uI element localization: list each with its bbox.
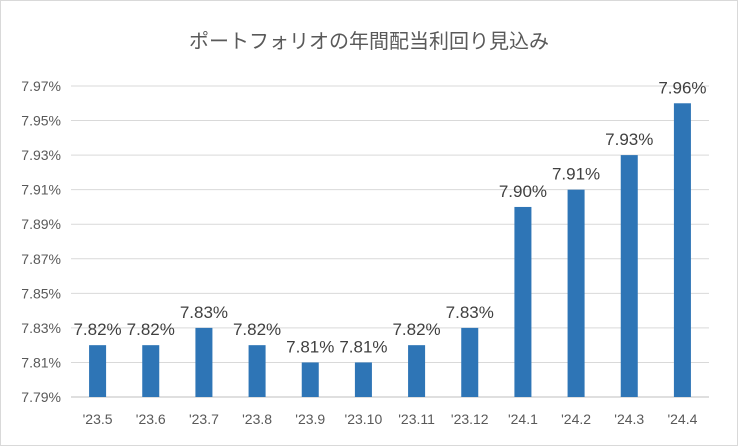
y-tick-label: 7.83% <box>21 320 61 336</box>
data-label: 7.82% <box>127 320 175 339</box>
y-tick-label: 7.89% <box>21 216 61 232</box>
bar <box>142 345 160 397</box>
data-label: 7.82% <box>392 320 440 339</box>
x-axis-ticks: '23.5 '23.6 '23.7 '23.8 '23.9 '23.10 '23.11 '23… <box>83 411 698 427</box>
bar <box>514 206 532 397</box>
x-tick-label: '23.7 <box>189 411 219 427</box>
bar <box>354 362 372 397</box>
chart-title: ポートフォリオの年間配当利回り見込み <box>189 29 549 53</box>
y-tick-label: 7.93% <box>21 147 61 163</box>
bar <box>408 345 426 397</box>
data-label: 7.90% <box>499 182 547 201</box>
y-tick-label: 7.79% <box>21 389 61 405</box>
bar <box>301 362 319 397</box>
y-tick-label: 7.91% <box>21 182 61 198</box>
y-tick-label: 7.87% <box>21 251 61 267</box>
bar <box>248 345 266 397</box>
y-tick-label: 7.85% <box>21 285 61 301</box>
x-tick-label: '23.9 <box>295 411 325 427</box>
x-tick-label: '23.8 <box>242 411 272 427</box>
data-label: 7.81% <box>286 337 334 356</box>
bar <box>567 189 585 397</box>
data-label: 7.83% <box>446 303 494 322</box>
x-tick-label: '23.5 <box>83 411 113 427</box>
data-label: 7.91% <box>552 165 600 184</box>
y-tick-label: 7.81% <box>21 354 61 370</box>
data-label: 7.83% <box>180 303 228 322</box>
y-tick-label: 7.95% <box>21 113 61 129</box>
x-tick-label: '23.12 <box>451 411 489 427</box>
data-label: 7.93% <box>605 130 653 149</box>
gridlines <box>71 85 709 398</box>
x-tick-label: '24.3 <box>614 411 644 427</box>
y-tick-label: 7.97% <box>21 78 61 94</box>
bar <box>461 327 479 397</box>
bars <box>89 103 691 398</box>
data-label: 7.81% <box>339 337 387 356</box>
bar <box>620 155 638 397</box>
x-tick-label: '23.10 <box>345 411 383 427</box>
x-tick-label: '23.6 <box>136 411 166 427</box>
x-tick-label: '24.1 <box>508 411 538 427</box>
data-label: 7.82% <box>73 320 121 339</box>
x-tick-label: '23.11 <box>398 411 435 427</box>
data-labels: 7.82% 7.82% 7.83% 7.82% 7.81% 7.81% 7.82% 7.83%… <box>73 78 706 356</box>
x-tick-label: '24.4 <box>667 411 697 427</box>
x-tick-label: '24.2 <box>561 411 591 427</box>
y-axis-ticks: 7.79% 7.81% 7.83% 7.85% 7.87% 7.89% 7.91% 7.93%… <box>21 78 61 405</box>
bar <box>673 103 691 398</box>
bar <box>89 345 107 397</box>
data-label: 7.96% <box>658 78 706 97</box>
data-label: 7.82% <box>233 320 281 339</box>
bar <box>195 327 213 397</box>
